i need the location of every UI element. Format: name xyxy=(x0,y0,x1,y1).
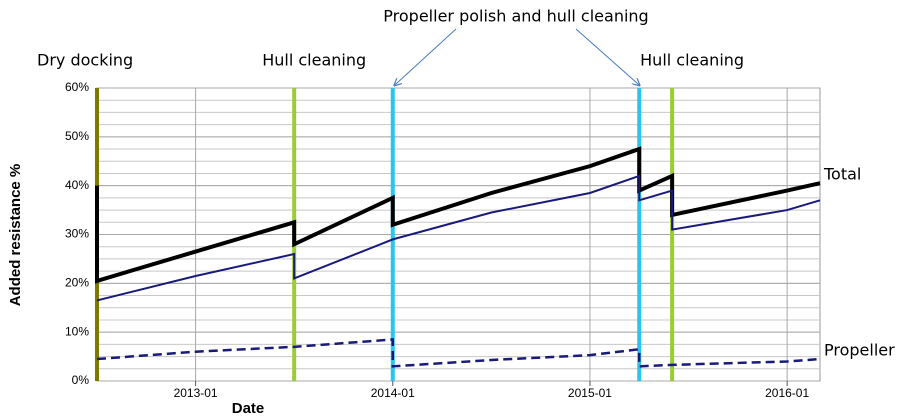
y-tick-label: 30% xyxy=(65,227,89,241)
annotation: Dry docking xyxy=(37,51,133,70)
annotation: Propeller polish and hull cleaning xyxy=(383,7,648,26)
annotation: Hull cleaning xyxy=(262,51,366,70)
y-tick-label: 40% xyxy=(65,178,89,192)
x-tick-label: 2016-01 xyxy=(765,386,809,400)
y-tick-label: 10% xyxy=(65,324,89,338)
annotation-arrow xyxy=(575,28,640,86)
y-tick-label: 0% xyxy=(72,373,90,387)
annotation-arrow xyxy=(394,28,457,86)
x-tick-label: 2014-01 xyxy=(371,386,415,400)
x-tick-label: 2015-01 xyxy=(568,386,612,400)
y-tick-label: 20% xyxy=(65,276,89,290)
x-tick-label: 2013-01 xyxy=(174,386,218,400)
series-line xyxy=(96,174,821,302)
annotation: Hull cleaning xyxy=(640,51,744,70)
y-axis-label: Added resistance % xyxy=(7,164,24,307)
series-label: Total xyxy=(823,165,861,184)
x-axis-label: Date xyxy=(232,400,265,417)
series-label: Propeller xyxy=(824,341,895,360)
y-tick-label: 50% xyxy=(65,129,89,143)
y-tick-label: 60% xyxy=(65,80,89,94)
